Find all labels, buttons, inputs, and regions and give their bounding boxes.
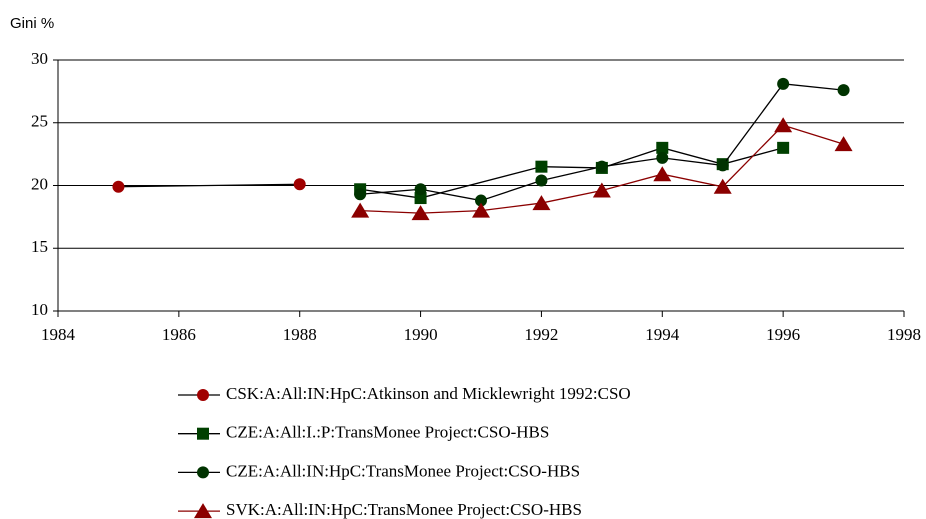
x-tick-label: 1990	[404, 325, 438, 344]
y-axis-label: Gini %	[10, 15, 54, 32]
y-tick-label: 10	[31, 300, 48, 319]
legend-label: SVK:A:All:IN:HpC:TransMonee Project:CSO-…	[226, 500, 582, 519]
x-tick-label: 1994	[645, 325, 680, 344]
x-tick-label: 1984	[41, 325, 76, 344]
x-tick-label: 1992	[524, 325, 558, 344]
y-tick-label: 25	[31, 112, 48, 131]
marker	[475, 194, 487, 207]
marker	[354, 188, 367, 201]
marker	[293, 178, 306, 191]
marker	[837, 84, 850, 97]
x-tick-label: 1998	[887, 325, 921, 344]
marker	[777, 77, 790, 90]
marker	[532, 195, 551, 211]
marker	[197, 389, 209, 401]
marker	[592, 182, 611, 198]
marker	[595, 160, 608, 173]
marker	[194, 503, 212, 519]
marker	[197, 466, 209, 479]
marker	[656, 151, 669, 164]
marker	[112, 180, 125, 193]
legend-label: CZE:A:All:I.:P:TransMonee Project:CSO-HB…	[226, 423, 549, 442]
marker	[535, 160, 548, 173]
legend-label: CZE:A:All:IN:HpC:TransMonee Project:CSO-…	[226, 461, 580, 480]
marker	[197, 427, 209, 440]
x-tick-label: 1986	[162, 325, 196, 344]
marker	[774, 117, 793, 133]
x-tick-label: 1988	[283, 325, 317, 344]
marker	[777, 141, 790, 154]
marker	[414, 192, 427, 205]
y-tick-label: 30	[31, 49, 48, 68]
x-tick-label: 1996	[766, 325, 800, 344]
legend-label: CSK:A:All:IN:HpC:Atkinson and Micklewrig…	[226, 384, 631, 403]
marker	[472, 202, 490, 218]
y-tick-label: 20	[31, 174, 48, 193]
marker	[411, 205, 430, 221]
marker	[351, 202, 370, 218]
marker	[716, 159, 729, 172]
marker	[535, 174, 548, 187]
marker	[656, 141, 669, 154]
marker	[414, 183, 427, 196]
marker	[713, 178, 732, 194]
marker	[834, 136, 853, 152]
y-tick-label: 15	[31, 237, 48, 256]
series-line	[118, 183, 300, 188]
marker	[653, 166, 672, 182]
